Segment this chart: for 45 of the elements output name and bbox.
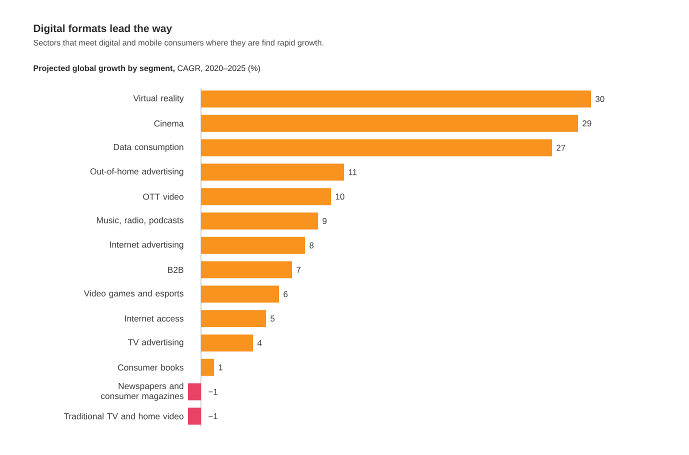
bar	[201, 139, 552, 156]
bar	[201, 358, 214, 376]
bar	[201, 236, 305, 254]
bar	[201, 334, 253, 352]
bar	[201, 286, 279, 303]
bar	[188, 408, 201, 425]
data-label: 5	[270, 316, 275, 322]
y-tick-label: Traditional TV and home video	[64, 412, 184, 420]
bar	[201, 90, 592, 108]
bar	[201, 114, 578, 132]
bar	[188, 383, 201, 400]
data-label: 9	[322, 218, 327, 224]
y-tick-label: Data consumption	[114, 144, 184, 152]
data-label: 11	[348, 169, 357, 176]
y-tick-label: Video games and esports	[84, 290, 184, 298]
data-label: 6	[284, 291, 288, 298]
data-label: 30	[596, 96, 604, 102]
y-tick-label: B2B	[168, 266, 184, 273]
x-axis-title: Projected global growth by segment, CAGR, 2020–2025 (%)	[34, 65, 260, 73]
data-label: 29	[582, 120, 592, 126]
y-tick-label: Internet access	[125, 316, 184, 322]
y-tick-label: Music, radio, podcasts	[97, 216, 184, 226]
y-tick-label: OTT video	[143, 193, 184, 200]
data-label: 27	[556, 144, 566, 151]
chart-subtitle: Sectors that meet digital and mobile consumers where they are find rapid growth.	[34, 40, 324, 48]
bar	[201, 164, 344, 181]
data-label: −1	[208, 413, 218, 420]
y-tick-label: Out-of-home advertising	[90, 168, 184, 176]
bar	[201, 188, 331, 206]
bar	[201, 212, 318, 230]
y-tick-label: Cinema	[154, 120, 184, 127]
data-label: 1	[218, 364, 223, 370]
data-label: −1	[208, 388, 218, 395]
y-tick-label: Virtual reality	[133, 94, 184, 104]
data-label: 10	[336, 194, 344, 200]
data-label: 7	[296, 266, 300, 273]
bar	[201, 310, 266, 328]
bar	[201, 261, 292, 278]
data-label: 4	[257, 340, 262, 346]
data-label: 8	[310, 242, 314, 248]
y-tick-label: TV advertising	[128, 338, 184, 348]
y-tick-label: Consumer books	[118, 364, 184, 371]
y-tick-label: Internet advertising	[110, 241, 184, 250]
text: Digital formats lead the way	[34, 24, 172, 34]
y-tick-label: Newspapers and consumer magazines	[101, 382, 184, 401]
